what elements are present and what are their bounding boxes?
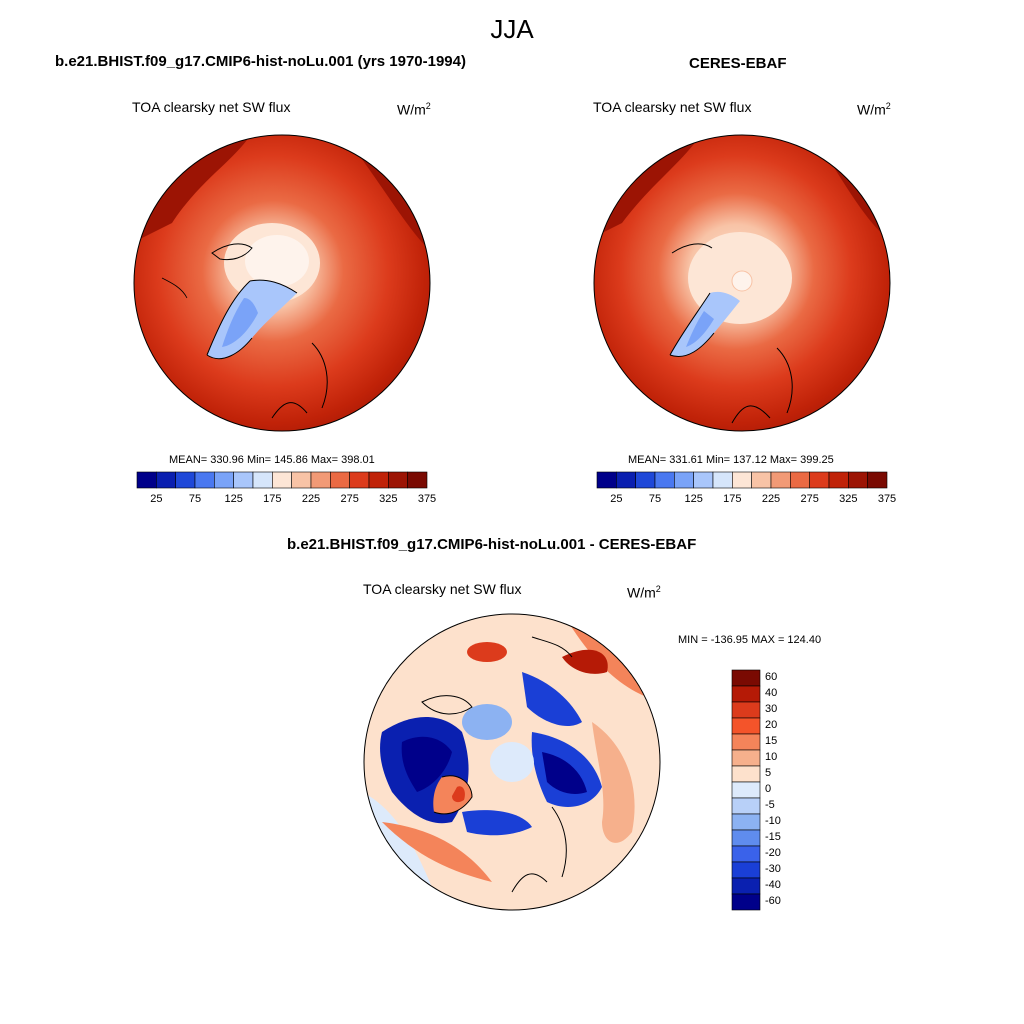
- colorbar-swatch: [330, 471, 350, 489]
- colorbar-tick-label: -40: [765, 879, 781, 891]
- season-title: JJA: [490, 14, 534, 44]
- obs-colorbar-ticks: 25 75 125 175 225 275 325 375: [597, 493, 896, 507]
- colorbar-tick-label: 30: [765, 703, 778, 715]
- colorbar-tick-label: 5: [765, 767, 772, 779]
- colorbar-swatch: [848, 471, 868, 489]
- colorbar-swatch: [214, 471, 234, 489]
- obs-polar-map: [593, 134, 891, 432]
- diff-units-label: W/m2: [627, 584, 661, 601]
- colorbar-swatch: [809, 471, 830, 489]
- colorbar-swatch: [731, 669, 761, 687]
- colorbar-tick-label: 60: [765, 671, 778, 683]
- colorbar-tick-label: 225: [761, 493, 781, 505]
- colorbar-swatch: [732, 471, 752, 489]
- colorbar-swatch: [175, 471, 196, 489]
- colorbar-swatch: [731, 749, 761, 767]
- colorbar-swatch: [731, 765, 761, 783]
- model-colorbar-ticks: 25 75 125 175 225 275 325 375: [137, 493, 436, 507]
- colorbar-tick-label: 175: [263, 493, 282, 505]
- model-variable-label: TOA clearsky net SW flux: [132, 99, 291, 115]
- colorbar-swatch: [770, 471, 791, 489]
- diff-colorbar-labels: 60 40 30 20 15 10 5 0 -5 -10 -15 -20 -30 -40 -60: [765, 670, 815, 910]
- colorbar-tick-label: -30: [765, 863, 781, 875]
- colorbar-tick-label: 15: [765, 735, 778, 747]
- colorbar-swatch: [388, 471, 408, 489]
- colorbar-tick-label: -5: [765, 799, 775, 811]
- colorbar-swatch: [252, 471, 273, 489]
- colorbar-swatch: [349, 471, 370, 489]
- colorbar-swatch: [368, 471, 389, 489]
- colorbar-swatch: [136, 471, 157, 489]
- diff-variable-label: TOA clearsky net SW flux: [363, 581, 522, 597]
- colorbar-swatch: [310, 471, 331, 489]
- colorbar-swatch: [272, 471, 292, 489]
- colorbar-swatch: [596, 471, 617, 489]
- colorbar-swatch: [731, 813, 761, 831]
- colorbar-tick-label: 20: [765, 719, 778, 731]
- colorbar-swatch: [654, 471, 675, 489]
- colorbar-tick-label: 275: [340, 493, 359, 505]
- colorbar-swatch: [712, 471, 733, 489]
- colorbar-swatch: [731, 717, 761, 735]
- colorbar-tick-label: 25: [610, 493, 623, 505]
- colorbar-tick-label: 75: [188, 493, 202, 505]
- colorbar-swatch: [867, 471, 888, 489]
- colorbar-swatch: [407, 471, 428, 489]
- obs-units-label: W/m2: [857, 101, 891, 118]
- colorbar-swatch: [731, 685, 761, 703]
- colorbar-tick-label: 0: [765, 783, 772, 795]
- model-units-label: W/m2: [397, 101, 431, 118]
- colorbar-tick-label: 375: [417, 493, 437, 505]
- obs-stats: MEAN= 331.61 Min= 137.12 Max= 399.25: [628, 454, 834, 466]
- colorbar-tick-label: 125: [224, 493, 243, 505]
- diff-polar-map: [363, 613, 661, 911]
- colorbar-swatch: [693, 471, 714, 489]
- colorbar-swatch: [616, 471, 636, 489]
- colorbar-tick-label: 275: [800, 493, 819, 505]
- obs-variable-label: TOA clearsky net SW flux: [593, 99, 752, 115]
- colorbar-swatch: [731, 733, 761, 751]
- colorbar-swatch: [156, 471, 176, 489]
- colorbar-swatch: [731, 781, 761, 799]
- colorbar-tick-label: -10: [765, 815, 781, 827]
- colorbar-swatch: [635, 471, 656, 489]
- diff-panel-title: b.e21.BHIST.f09_g17.CMIP6-hist-noLu.001 …: [287, 536, 697, 553]
- model-stats: MEAN= 330.96 Min= 145.86 Max= 398.01: [169, 454, 375, 466]
- colorbar-swatch: [731, 861, 761, 879]
- colorbar-tick-label: 40: [765, 687, 778, 699]
- colorbar-swatch: [233, 471, 254, 489]
- colorbar-tick-label: 75: [648, 493, 662, 505]
- colorbar-swatch: [790, 471, 810, 489]
- model-panel-title: b.e21.BHIST.f09_g17.CMIP6-hist-noLu.001 …: [55, 53, 466, 70]
- colorbar-tick-label: -15: [765, 831, 781, 843]
- diff-colorbar: [731, 669, 761, 911]
- colorbar-tick-label: 125: [684, 493, 703, 505]
- colorbar-swatch: [828, 471, 849, 489]
- colorbar-tick-label: 25: [150, 493, 163, 505]
- colorbar-tick-label: 175: [723, 493, 742, 505]
- colorbar-swatch: [674, 471, 694, 489]
- obs-panel-title: CERES-EBAF: [689, 55, 787, 72]
- colorbar-swatch: [731, 893, 761, 911]
- colorbar-swatch: [731, 701, 761, 719]
- colorbar-swatch: [731, 845, 761, 863]
- colorbar-tick-label: -20: [765, 847, 781, 859]
- colorbar-swatch: [194, 471, 215, 489]
- colorbar-tick-label: 225: [301, 493, 321, 505]
- diff-stats: MIN = -136.95 MAX = 124.40: [678, 634, 822, 646]
- colorbar-swatch: [731, 797, 761, 815]
- colorbar-tick-label: 375: [877, 493, 897, 505]
- colorbar-swatch: [731, 829, 761, 847]
- colorbar-swatch: [751, 471, 772, 489]
- colorbar-swatch: [731, 877, 761, 895]
- model-colorbar: [136, 471, 428, 489]
- colorbar-tick-label: 10: [765, 751, 778, 763]
- colorbar-swatch: [291, 471, 312, 489]
- colorbar-tick-label: -60: [765, 895, 781, 907]
- colorbar-tick-label: 325: [839, 493, 858, 505]
- model-polar-map: [133, 134, 431, 432]
- colorbar-tick-label: 325: [379, 493, 398, 505]
- obs-colorbar: [596, 471, 888, 489]
